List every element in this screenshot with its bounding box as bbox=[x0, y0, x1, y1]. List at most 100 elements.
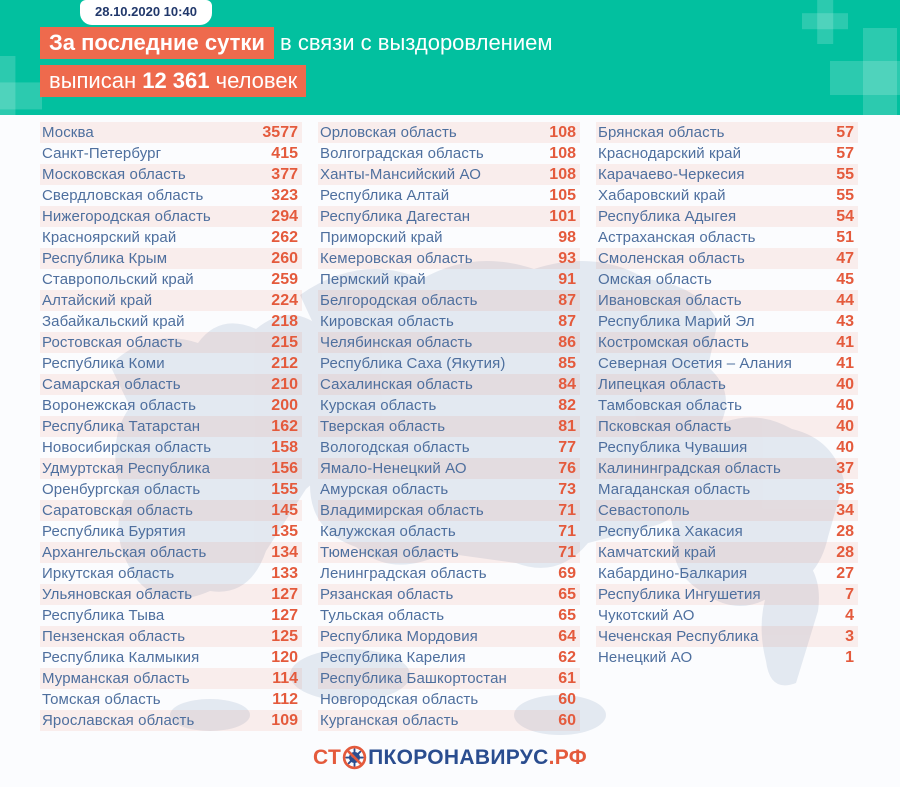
region-value: 145 bbox=[271, 501, 298, 519]
region-value: 91 bbox=[558, 270, 576, 288]
region-value: 40 bbox=[836, 396, 854, 414]
region-name: Псковская область bbox=[598, 418, 732, 435]
region-value: 57 bbox=[836, 123, 854, 141]
region-name: Республика Карелия bbox=[320, 649, 466, 666]
region-row: Сахалинская область 84 bbox=[318, 374, 580, 395]
region-row: Чеченская Республика 3 bbox=[596, 626, 858, 647]
region-row: Воронежская область 200 bbox=[40, 395, 302, 416]
region-value: 200 bbox=[271, 396, 298, 414]
plus-decoration-icon bbox=[0, 56, 42, 115]
region-value: 71 bbox=[558, 522, 576, 540]
region-row: Свердловская область 323 bbox=[40, 185, 302, 206]
region-row: Республика Чувашия 40 bbox=[596, 437, 858, 458]
region-name: Ростовская область bbox=[42, 334, 183, 351]
region-row: Москва 3577 bbox=[40, 122, 302, 143]
region-row: Санкт-Петербург 415 bbox=[40, 143, 302, 164]
region-row: Тюменская область 71 bbox=[318, 542, 580, 563]
region-name: Кемеровская область bbox=[320, 250, 473, 267]
region-row: Самарская область 210 bbox=[40, 374, 302, 395]
region-row: Московская область 377 bbox=[40, 164, 302, 185]
region-value: 82 bbox=[558, 396, 576, 414]
region-name: Республика Коми bbox=[42, 355, 165, 372]
region-value: 76 bbox=[558, 459, 576, 477]
region-value: 27 bbox=[836, 564, 854, 582]
region-name: Пермский край bbox=[320, 271, 426, 288]
region-value: 215 bbox=[271, 333, 298, 351]
region-value: 44 bbox=[836, 291, 854, 309]
region-row: Пермский край 91 bbox=[318, 269, 580, 290]
region-row: Саратовская область 145 bbox=[40, 500, 302, 521]
region-value: 54 bbox=[836, 207, 854, 225]
region-row: Тверская область 81 bbox=[318, 416, 580, 437]
region-name: Северная Осетия – Алания bbox=[598, 355, 792, 372]
region-row: Псковская область 40 bbox=[596, 416, 858, 437]
region-row: Приморский край 98 bbox=[318, 227, 580, 248]
region-value: 3 bbox=[845, 627, 854, 645]
region-name: Свердловская область bbox=[42, 187, 204, 204]
region-row: Рязанская область 65 bbox=[318, 584, 580, 605]
region-value: 41 bbox=[836, 333, 854, 351]
region-name: Удмуртская Республика bbox=[42, 460, 211, 477]
title-rest: в связи с выздоровлением bbox=[273, 30, 553, 55]
region-row: Республика Хакасия 28 bbox=[596, 521, 858, 542]
title-line-1: За последние сутки в связи с выздоровлен… bbox=[40, 27, 553, 59]
region-value: 133 bbox=[271, 564, 298, 582]
region-value: 28 bbox=[836, 522, 854, 540]
region-row: Севастополь 34 bbox=[596, 500, 858, 521]
region-name: Новгородская область bbox=[320, 691, 479, 708]
region-value: 69 bbox=[558, 564, 576, 582]
region-value: 112 bbox=[272, 690, 298, 708]
region-value: 109 bbox=[271, 711, 298, 729]
region-value: 65 bbox=[558, 606, 576, 624]
region-name: Ненецкий АО bbox=[598, 649, 693, 666]
logo-middle: ПКОРОНАВИРУС bbox=[368, 745, 549, 769]
region-row: Новосибирская область 158 bbox=[40, 437, 302, 458]
region-value: 377 bbox=[271, 165, 298, 183]
region-row: Республика Коми 212 bbox=[40, 353, 302, 374]
region-row: Тамбовская область 40 bbox=[596, 395, 858, 416]
region-row: Красноярский край 262 bbox=[40, 227, 302, 248]
region-name: Республика Татарстан bbox=[42, 418, 201, 435]
region-value: 71 bbox=[558, 501, 576, 519]
region-name: Республика Бурятия bbox=[42, 523, 186, 540]
region-name: Хабаровский край bbox=[598, 187, 726, 204]
region-row: Калининградская область 37 bbox=[596, 458, 858, 479]
region-row: Новгородская область 60 bbox=[318, 689, 580, 710]
region-value: 1 bbox=[845, 648, 854, 666]
region-row: Краснодарский край 57 bbox=[596, 143, 858, 164]
region-value: 127 bbox=[271, 585, 298, 603]
region-row: Республика Мордовия 64 bbox=[318, 626, 580, 647]
region-name: Пензенская область bbox=[42, 628, 186, 645]
region-name: Волгоградская область bbox=[320, 145, 484, 162]
page-title: За последние сутки в связи с выздоровлен… bbox=[40, 27, 553, 97]
region-row: Республика Карелия 62 bbox=[318, 647, 580, 668]
region-value: 93 bbox=[558, 249, 576, 267]
region-name: Ханты-Мансийский АО bbox=[320, 166, 482, 183]
region-row: Ставропольский край 259 bbox=[40, 269, 302, 290]
region-value: 294 bbox=[271, 207, 298, 225]
region-row: Орловская область 108 bbox=[318, 122, 580, 143]
region-row: Кировская область 87 bbox=[318, 311, 580, 332]
region-name: Чеченская Республика bbox=[598, 628, 759, 645]
region-name: Тюменская область bbox=[320, 544, 459, 561]
region-value: 108 bbox=[549, 165, 576, 183]
region-row: Республика Марий Эл 43 bbox=[596, 311, 858, 332]
region-name: Вологодская область bbox=[320, 439, 470, 456]
region-name: Карачаево-Черкесия bbox=[598, 166, 745, 183]
region-name: Архангельская область bbox=[42, 544, 207, 561]
region-row: Ростовская область 215 bbox=[40, 332, 302, 353]
region-name: Брянская область bbox=[598, 124, 725, 141]
region-name: Курская область bbox=[320, 397, 437, 414]
title-prefix: выписан bbox=[49, 68, 143, 93]
region-name: Челябинская область bbox=[320, 334, 473, 351]
region-value: 415 bbox=[271, 144, 298, 162]
region-value: 84 bbox=[558, 375, 576, 393]
region-name: Приморский край bbox=[320, 229, 443, 246]
region-value: 7 bbox=[845, 585, 854, 603]
region-value: 108 bbox=[549, 144, 576, 162]
region-value: 87 bbox=[558, 291, 576, 309]
region-name: Магаданская область bbox=[598, 481, 751, 498]
region-row: Чукотский АО 4 bbox=[596, 605, 858, 626]
region-value: 114 bbox=[272, 669, 298, 687]
regions-table: Москва 3577 Санкт-Петербург 415 Московская о… bbox=[0, 115, 900, 787]
